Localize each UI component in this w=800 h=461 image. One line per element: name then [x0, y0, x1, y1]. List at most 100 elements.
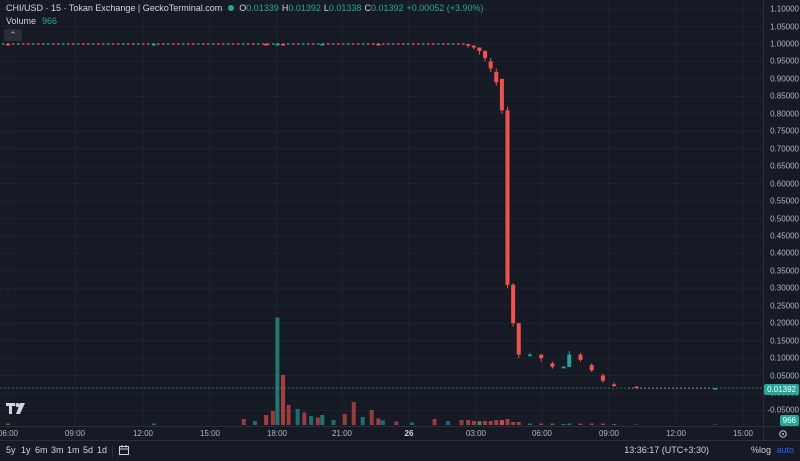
- timeframe-1m[interactable]: 1m: [67, 445, 80, 455]
- axis-settings-button[interactable]: [763, 426, 800, 441]
- price-axis-label: 0.70000: [770, 144, 799, 154]
- volume-value: 966: [42, 16, 58, 26]
- time-axis[interactable]: 06:00 09:00 12:00 15:00 18:00 21:00 26 03:00 06:…: [0, 426, 763, 441]
- ohlc-close-value: 0.01392: [370, 3, 404, 13]
- price-axis-label: 0.30000: [770, 283, 799, 293]
- volume-bar: [578, 423, 583, 425]
- price-axis-label: 0.95000: [770, 56, 799, 66]
- candle-body: [488, 61, 493, 69]
- price-axis-label: -0.05000: [767, 405, 799, 415]
- candle-body: [471, 45, 476, 48]
- volume-bar: [516, 422, 521, 425]
- volume-bar: [380, 420, 385, 425]
- volume-bar: [151, 423, 156, 425]
- auto-scale-toggle[interactable]: auto: [776, 445, 794, 455]
- volume-bar: [488, 421, 493, 425]
- log-scale-toggle[interactable]: log: [758, 445, 771, 455]
- volume-bar: [539, 423, 544, 425]
- time-axis-label: 06:00: [0, 429, 19, 438]
- chart-legend: CHI/USD · 15 · Tokan Exchange | GeckoTer…: [6, 3, 487, 13]
- timeframe-3m[interactable]: 3m: [51, 445, 64, 455]
- volume-bar: [394, 421, 399, 425]
- price-axis-label: 0.05000: [770, 371, 799, 381]
- volume-bar: [410, 422, 415, 425]
- volume-bar: [499, 420, 504, 425]
- price-axis-label: 1.10000: [770, 4, 799, 14]
- volume-bar: [241, 419, 246, 425]
- time-axis-label: 15:00: [199, 429, 221, 438]
- volume-bar: [369, 410, 374, 425]
- time-axis-label: 12:00: [132, 429, 154, 438]
- time-axis-label: 06:00: [531, 429, 553, 438]
- volume-bar: [360, 417, 365, 425]
- price-axis-label: 0.15000: [770, 336, 799, 346]
- tradingview-logo-icon[interactable]: [6, 400, 26, 418]
- candle-body: [550, 363, 555, 367]
- volume-bar: [331, 420, 336, 425]
- time-axis-label: 09:00: [64, 429, 86, 438]
- candle-body: [578, 354, 583, 360]
- timeframe-1y[interactable]: 1y: [21, 445, 31, 455]
- symbol-title[interactable]: CHI/USD · 15 · Tokan Exchange | GeckoTer…: [6, 3, 223, 13]
- candle-body: [561, 366, 566, 369]
- volume-bar: [281, 375, 286, 425]
- candle-body: [505, 110, 510, 285]
- timeframe-5d[interactable]: 5d: [83, 445, 94, 455]
- legend-collapse-button[interactable]: ⌃: [4, 29, 22, 41]
- volume-bar: [713, 424, 718, 425]
- price-axis-label: 0.10000: [770, 353, 799, 363]
- clock-timezone[interactable]: 13:36:17 (UTC+3:30): [624, 445, 709, 455]
- volume-bar: [466, 420, 471, 425]
- gear-icon: [778, 430, 787, 438]
- time-axis-label: 09:00: [598, 429, 620, 438]
- ohlc-high-key: H: [281, 3, 289, 13]
- calendar-range-icon[interactable]: [118, 444, 130, 456]
- time-axis-label: 21:00: [331, 429, 353, 438]
- toolbar-divider: [112, 445, 113, 457]
- volume-bar: [315, 417, 320, 425]
- volume-bar: [342, 414, 347, 425]
- candle-body: [6, 44, 10, 46]
- price-axis-label: 0.25000: [770, 301, 799, 311]
- price-axis-label: 0.40000: [770, 248, 799, 258]
- candle-body: [589, 365, 594, 371]
- volume-label[interactable]: Volume: [6, 16, 37, 26]
- price-axis-label: 0.90000: [770, 74, 799, 84]
- price-chart[interactable]: [0, 0, 763, 426]
- volume-bar: [286, 405, 291, 425]
- volume-bar: [550, 423, 555, 425]
- candle-body: [494, 71, 499, 83]
- candle-body: [281, 44, 286, 46]
- candle-body: [477, 47, 482, 51]
- candle-body: [275, 44, 280, 46]
- timeframe-6m[interactable]: 6m: [35, 445, 48, 455]
- candle-body: [511, 284, 516, 324]
- volume-bar: [6, 423, 10, 425]
- candle-body: [527, 354, 532, 357]
- time-axis-label: 03:00: [465, 429, 487, 438]
- volume-bar: [432, 419, 437, 425]
- price-axis-label: 0.85000: [770, 91, 799, 101]
- volume-bar: [511, 422, 516, 425]
- volume-bar: [494, 420, 499, 425]
- time-axis-label: 26: [404, 429, 414, 438]
- percent-scale-toggle[interactable]: %: [750, 445, 759, 455]
- volume-bar: [600, 423, 605, 425]
- candle-body: [713, 388, 718, 390]
- timeframe-1d[interactable]: 1d: [97, 445, 108, 455]
- price-axis[interactable]: -0.050000.000000.050000.100000.150000.20…: [763, 0, 800, 426]
- chart-area[interactable]: [0, 0, 763, 426]
- volume-bar: [320, 415, 325, 425]
- bottom-toolbar: 5y 1y 6m 3m 1m 5d 1d 13:36:17 (UTC+3:30)…: [0, 440, 800, 461]
- volume-bar: [275, 317, 280, 425]
- candle-body: [539, 354, 544, 359]
- time-axis-label: 18:00: [266, 429, 288, 438]
- volume-bar: [302, 412, 307, 425]
- candle-body: [516, 323, 521, 355]
- ohlc-low-value: 0.01338: [328, 3, 362, 13]
- timeframe-5y[interactable]: 5y: [6, 445, 16, 455]
- price-axis-label: 0.65000: [770, 161, 799, 171]
- candle-body: [600, 375, 605, 381]
- volume-bar: [567, 423, 572, 425]
- ohlc-high-value: 0.01392: [288, 3, 321, 13]
